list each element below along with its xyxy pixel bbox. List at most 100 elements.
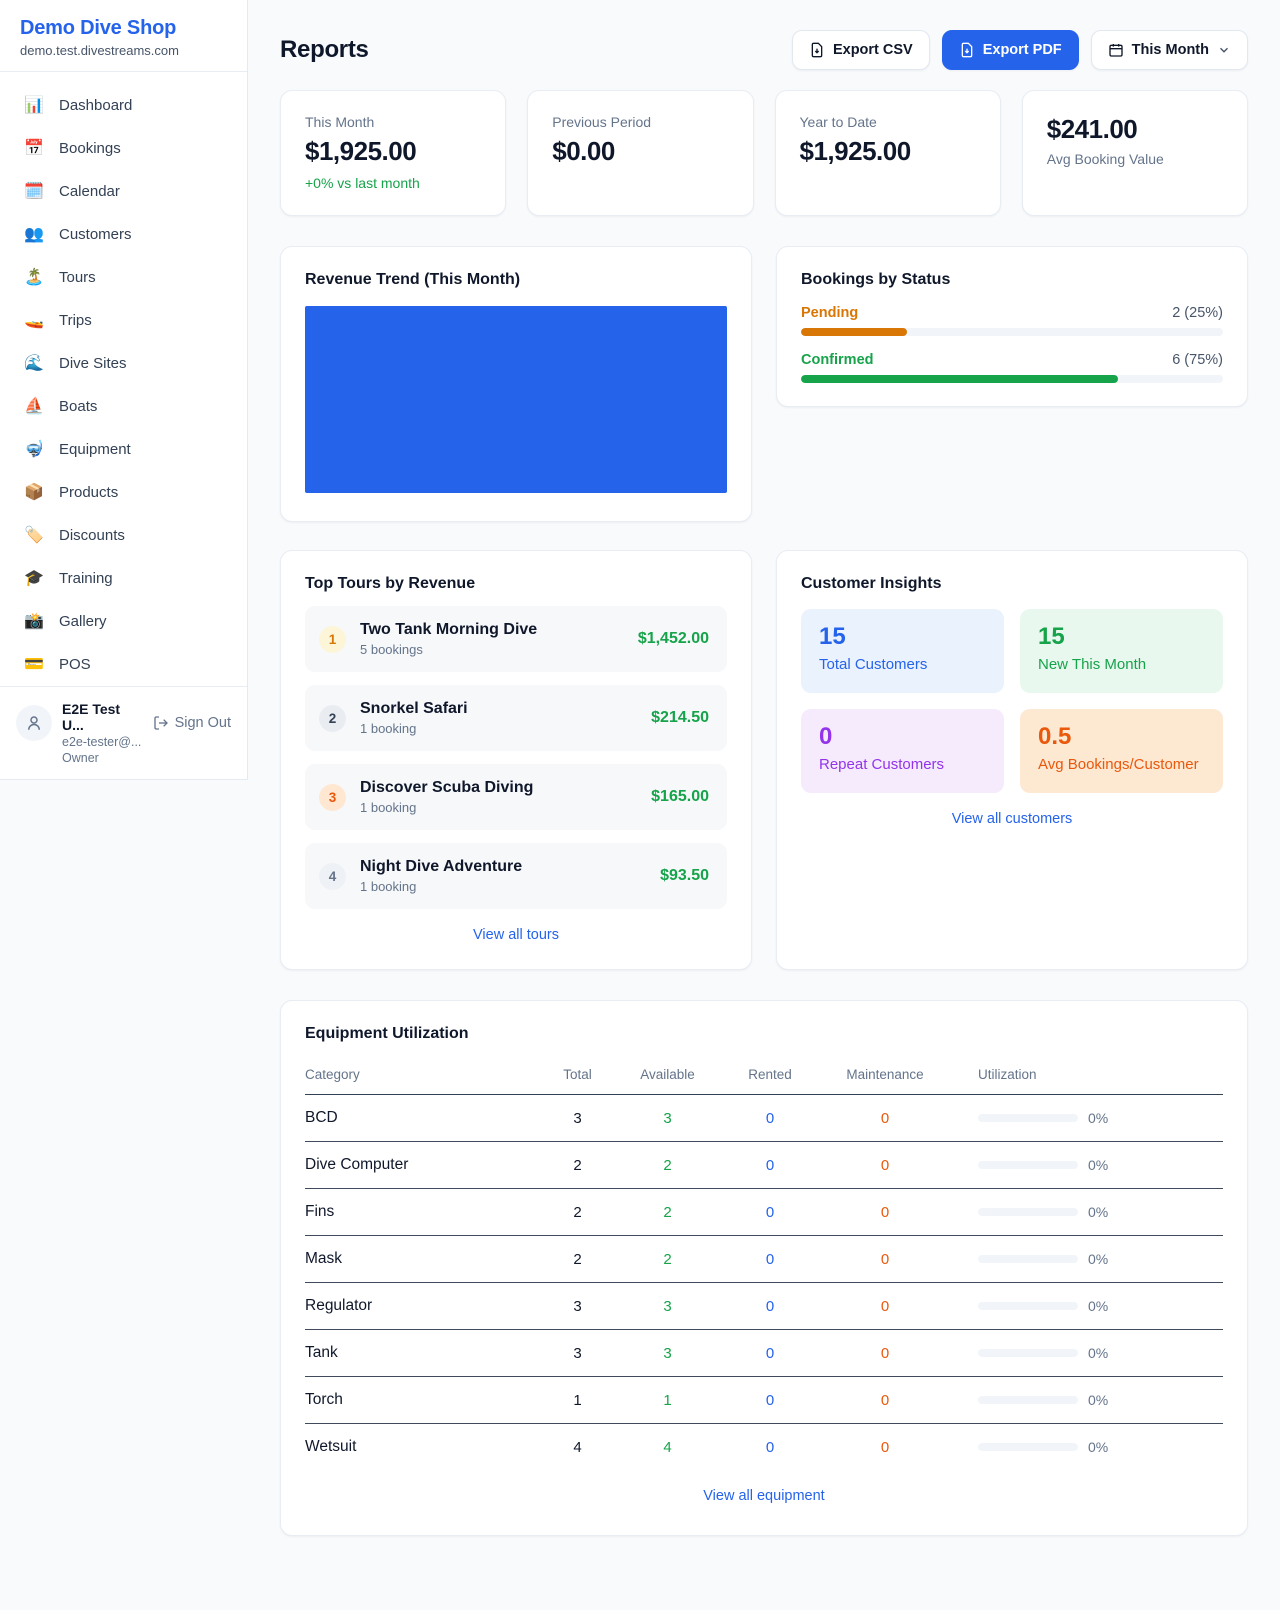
rank-badge: 2 (319, 704, 346, 732)
tag-icon: 🏷️ (24, 527, 44, 544)
sidebar-item-equipment[interactable]: 🤿 Equipment (12, 430, 235, 468)
table-row: Dive Computer 2 2 0 0 0% (305, 1141, 1223, 1189)
cell-maintenance: 0 (820, 1188, 950, 1236)
utilization-pct: 0% (1088, 1392, 1109, 1408)
cell-rented: 0 (720, 1376, 820, 1424)
view-all-equipment-link[interactable]: View all equipment (703, 1488, 825, 1504)
sidebar-item-gallery[interactable]: 📸 Gallery (12, 602, 235, 640)
stat-label: This Month (305, 114, 375, 130)
sidebar-item-label: Boats (59, 397, 98, 415)
utilization-bar (978, 1443, 1078, 1451)
tour-amount: $1,452.00 (637, 630, 709, 647)
tile-repeat-customers: 0 Repeat Customers (801, 709, 1004, 793)
page-header: Reports Export CSV Export PDF This Month (280, 30, 1248, 70)
tour-name: Snorkel Safari (360, 700, 468, 717)
equipment-utilization-card: Equipment Utilization Category Total Ava… (280, 1000, 1248, 1536)
table-row: BCD 3 3 0 0 0% (305, 1094, 1223, 1142)
tour-bookings: 1 booking (360, 800, 417, 815)
sidebar-item-customers[interactable]: 👥 Customers (12, 215, 235, 253)
user-name: E2E Test U... (62, 701, 121, 733)
cell-rented: 0 (720, 1329, 820, 1377)
sidebar-item-dashboard[interactable]: 📊 Dashboard (12, 86, 235, 124)
utilization-pct: 0% (1088, 1157, 1109, 1173)
cell-available: 3 (615, 1282, 720, 1330)
tour-bookings: 5 bookings (360, 642, 423, 657)
equipment-table-header: Category Total Available Rented Maintena… (305, 1057, 1223, 1095)
cell-category: Wetsuit (305, 1438, 357, 1455)
sign-out-button[interactable]: Sign Out (153, 715, 231, 731)
sidebar-item-label: Tours (59, 268, 96, 286)
status-bar-track (801, 375, 1223, 383)
cell-available: 2 (615, 1235, 720, 1283)
sidebar-item-dive-sites[interactable]: 🌊 Dive Sites (12, 344, 235, 382)
sidebar-item-discounts[interactable]: 🏷️ Discounts (12, 516, 235, 554)
stat-label: Year to Date (799, 114, 877, 130)
package-icon: 📦 (24, 484, 44, 501)
customer-insights-title: Customer Insights (801, 575, 942, 592)
utilization-pct: 0% (1088, 1110, 1109, 1126)
rank-badge: 1 (319, 625, 346, 653)
sidebar-item-label: Bookings (59, 139, 121, 157)
export-csv-button[interactable]: Export CSV (791, 30, 930, 70)
cell-available: 3 (615, 1094, 720, 1142)
sidebar-item-label: Discounts (59, 526, 125, 544)
camera-icon: 📸 (24, 613, 44, 630)
utilization-pct: 0% (1088, 1439, 1109, 1455)
period-label: This Month (1131, 42, 1209, 58)
utilization-cell: 0% (950, 1298, 1223, 1314)
table-row: Regulator 3 3 0 0 0% (305, 1282, 1223, 1330)
tile-label: Repeat Customers (819, 756, 945, 773)
sidebar-item-trips[interactable]: 🚤 Trips (12, 301, 235, 339)
stat-delta: +0% vs last month (305, 175, 420, 191)
cell-category: Mask (305, 1235, 540, 1283)
stat-value: $1,925.00 (305, 136, 417, 166)
tile-new-this-month: 15 New This Month (1020, 609, 1223, 693)
cell-category: Tank (305, 1329, 540, 1377)
cell-rented: 0 (720, 1094, 820, 1142)
sidebar-item-pos[interactable]: 💳 POS (12, 645, 235, 683)
stat-card-previous-period: Previous Period $0.00 (527, 90, 754, 216)
cell-total: 2 (540, 1188, 615, 1236)
status-row-confirmed: Confirmed 6 (75%) (801, 352, 1223, 383)
sidebar-item-products[interactable]: 📦 Products (12, 473, 235, 511)
cell-maintenance: 0 (820, 1235, 950, 1283)
cell-maintenance: 0 (880, 1438, 890, 1456)
sidebar-item-tours[interactable]: 🏝️ Tours (12, 258, 235, 296)
status-label: Pending (801, 305, 859, 321)
cell-rented: 0 (765, 1438, 775, 1456)
sidebar-item-calendar[interactable]: 🗓️ Calendar (12, 172, 235, 210)
utilization-cell: 0% (950, 1204, 1223, 1220)
stat-label: Avg Booking Value (1046, 151, 1164, 167)
utilization-cell: 0% (950, 1392, 1223, 1408)
tour-bookings: 1 booking (360, 879, 417, 894)
stat-value: $0.00 (552, 136, 615, 166)
tour-name: Two Tank Morning Dive (360, 621, 538, 638)
wave-icon: 🌊 (24, 355, 44, 372)
export-pdf-button[interactable]: Export PDF (941, 30, 1079, 70)
sidebar-item-bookings[interactable]: 📅 Bookings (12, 129, 235, 167)
sidebar-item-training[interactable]: 🎓 Training (12, 559, 235, 597)
stat-value: $1,925.00 (799, 136, 912, 166)
trips-speedboat-icon: 🚤 (24, 312, 44, 329)
col-maintenance: Maintenance (820, 1057, 950, 1095)
file-download-icon (811, 42, 823, 58)
sidebar-item-boats[interactable]: ⛵ Boats (12, 387, 235, 425)
cell-total: 2 (540, 1141, 615, 1189)
view-all-tours-link[interactable]: View all tours (473, 927, 559, 943)
utilization-pct: 0% (1088, 1251, 1109, 1267)
utilization-cell: 0% (950, 1251, 1223, 1267)
view-all-customers-link[interactable]: View all customers (951, 811, 1073, 827)
export-pdf-label: Export PDF (982, 42, 1062, 58)
utilization-bar (978, 1208, 1078, 1216)
user-meta: E2E Test U... e2e-tester@... Owner (62, 701, 143, 765)
tour-name: Discover Scuba Diving (360, 779, 534, 796)
cell-total: 3 (540, 1329, 615, 1377)
file-download-icon (961, 42, 973, 58)
sidebar-item-label: Training (59, 569, 113, 587)
main-content: Reports Export CSV Export PDF This Month (248, 0, 1280, 1536)
sidebar-item-label: Dashboard (59, 96, 133, 114)
cell-available: 2 (615, 1188, 720, 1236)
period-select[interactable]: This Month (1090, 30, 1248, 70)
col-available: Available (615, 1057, 720, 1095)
tour-row: 4 Night Dive Adventure 1 booking $93.50 (305, 843, 727, 909)
